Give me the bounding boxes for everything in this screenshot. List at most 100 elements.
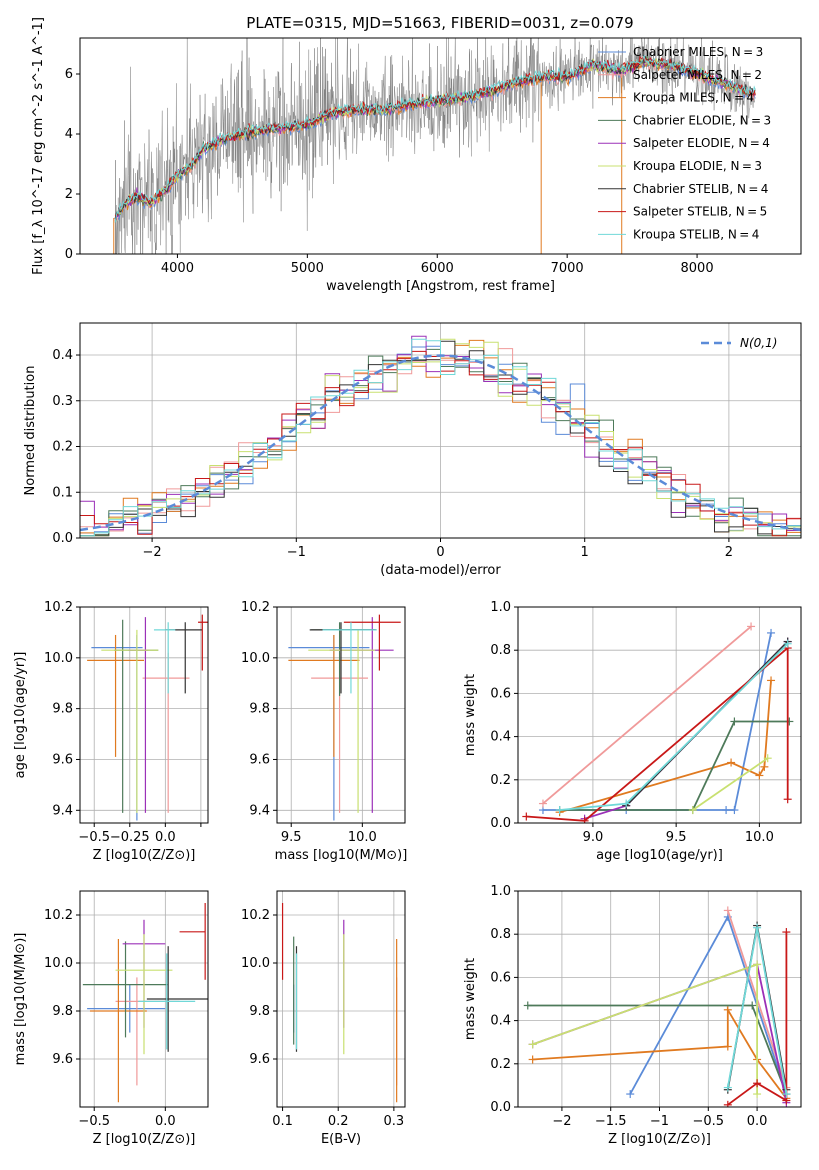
series-kroupa-miles — [555, 676, 776, 817]
x-axis-label: E(B-V) — [321, 1132, 361, 1147]
series-salpeter-stelib — [522, 644, 792, 823]
cumulative-line — [532, 963, 758, 1094]
cumulative-line — [542, 625, 752, 805]
y-tick-label: 10.0 — [44, 956, 73, 971]
axes-spectrum: 4000 5000 6000 7000 8000 0 2 4 6 wavelength [Angs… — [31, 17, 802, 294]
series-salpeter-elodie — [580, 637, 792, 823]
point-kroupa-elodie — [308, 629, 376, 813]
axes-mass-vs-Z: −0.5 0.0 9.6 9.8 10.0 10.2 Z [log10(Z/Z⊙)] mass… — [13, 890, 209, 1147]
point-chabrier-elodie — [82, 941, 169, 1038]
y-tick-label: 0.1 — [52, 485, 73, 500]
point-salpeter-stelib — [179, 903, 206, 980]
series-kroupa-stelib — [555, 639, 792, 815]
legend-entry: Chabrier ELODIE, N = 3 — [633, 113, 771, 127]
point-kroupa-elodie — [115, 934, 173, 1055]
x-axis-label: age [log10(age/yr)] — [596, 848, 723, 863]
axes-frame — [79, 890, 209, 1108]
x-tick-label: 0.3 — [384, 1114, 405, 1129]
x-tick-label: 0.0 — [155, 1114, 176, 1129]
x-tick-label: 0.0 — [155, 830, 176, 845]
cumulative-line — [727, 932, 788, 1106]
axes-mass-vs-EBV: 0.1 0.2 0.3 9.6 9.8 10.0 10.2 E(B-V) — [241, 890, 406, 1147]
y-tick-label: 9.8 — [249, 1004, 270, 1019]
y-tick-label: 0.2 — [52, 440, 73, 455]
point-kroupa-miles — [87, 634, 144, 757]
axes-cumulative-mass-weight-vs-age: 9.0 9.5 10.0 0.0 0.2 0.4 0.6 0.8 1.0 age [log10(a… — [463, 600, 802, 863]
y-tick-label: 0.3 — [52, 394, 73, 409]
legend-entry: Kroupa ELODIE, N = 3 — [633, 159, 762, 173]
x-tick-label: 10.0 — [745, 830, 774, 845]
y-tick-label: 0.4 — [52, 348, 73, 363]
axes-frame — [79, 37, 802, 255]
x-tick-label: −2 — [552, 1114, 571, 1129]
cumulative-line — [526, 646, 789, 822]
y-tick-label: 10.0 — [241, 956, 270, 971]
y-tick-label: 10.2 — [44, 908, 73, 923]
y-axis-label: Flux [f_λ 10^-17 erg cm^-2 s^-1 A^-1] — [31, 17, 46, 275]
point-kroupa-miles — [288, 634, 360, 757]
x-tick-label: 10.0 — [348, 830, 377, 845]
axes-residual-histogram: −2 −1 0 1 2 0.0 0.1 0.2 0.3 0.4 (data-model)/error… — [23, 322, 802, 578]
y-tick-label: 0.2 — [490, 773, 511, 788]
axes-frame — [276, 890, 406, 1108]
point-chabrier-miles — [288, 634, 370, 821]
y-tick-label: 10.0 — [44, 651, 73, 666]
legend-entry: Salpeter ELODIE, N = 4 — [633, 136, 770, 150]
x-tick-label: −0.5 — [78, 830, 110, 845]
x-axis-label: Z [log10(Z/Z⊙)] — [93, 1132, 196, 1147]
series-kroupa-stelib — [723, 923, 791, 1099]
cumulative-line — [692, 757, 769, 811]
y-tick-label: 9.4 — [249, 803, 270, 818]
legend-entry: Chabrier MILES, N = 3 — [633, 45, 763, 59]
plot-area — [80, 335, 801, 537]
x-tick-label: 0.2 — [328, 1114, 349, 1129]
y-tick-label: 10.0 — [241, 651, 270, 666]
series-salpeter-miles — [538, 622, 756, 808]
point-salpeter-elodie — [128, 617, 149, 813]
x-tick-label: 8000 — [681, 261, 714, 276]
plot-area — [87, 614, 208, 821]
y-tick-label: 9.8 — [52, 1004, 73, 1019]
axes-frame — [517, 606, 802, 824]
y-tick-label: 6 — [65, 67, 73, 82]
y-tick-label: 10.2 — [44, 600, 73, 615]
legend-entry: Chabrier STELIB, N = 4 — [633, 182, 768, 196]
x-axis-label: mass [log10(M/M⊙)] — [275, 848, 408, 863]
x-tick-label: 5000 — [291, 261, 324, 276]
y-tick-label: 4 — [65, 127, 73, 142]
cumulative-line — [527, 1004, 788, 1095]
y-axis-label: mass weight — [463, 958, 478, 1040]
y-tick-label: 1.0 — [490, 884, 511, 899]
x-tick-label: 9.5 — [666, 830, 687, 845]
y-tick-label: 0 — [65, 247, 73, 262]
x-axis-label: Z [log10(Z/Z⊙)] — [608, 1132, 711, 1147]
x-tick-label: −1 — [650, 1114, 669, 1129]
y-axis-label: age [log10(age/yr)] — [13, 652, 28, 779]
x-axis-label: (data-model)/error — [380, 563, 501, 578]
x-tick-label: 7000 — [551, 261, 584, 276]
y-tick-label: 0.6 — [490, 970, 511, 985]
plot-area — [288, 614, 401, 821]
legend-entry: Kroupa MILES, N = 4 — [633, 91, 754, 105]
axes-frame — [79, 606, 209, 824]
x-tick-label: 9.5 — [281, 830, 302, 845]
point-kroupa-stelib — [322, 622, 377, 694]
plot-area — [113, 38, 756, 254]
legend-entry: N(0,1) — [740, 336, 777, 350]
x-tick-label: 4000 — [161, 261, 194, 276]
cumulative-line — [559, 643, 789, 811]
x-tick-label: −0.5 — [78, 1114, 110, 1129]
point-kroupa-stelib — [153, 622, 176, 694]
y-tick-label: 10.2 — [241, 600, 270, 615]
y-axis-label: Normed distribution — [23, 366, 38, 496]
y-tick-label: 0.6 — [490, 686, 511, 701]
y-tick-label: 0.2 — [490, 1057, 511, 1072]
y-tick-label: 10.2 — [241, 908, 270, 923]
x-tick-label: 0.1 — [272, 1114, 293, 1129]
x-tick-label: −1 — [287, 545, 306, 560]
y-tick-label: 9.8 — [249, 702, 270, 717]
point-kroupa-stelib — [138, 953, 196, 1050]
point-salpeter-stelib — [343, 614, 401, 671]
y-tick-label: 9.6 — [52, 1052, 73, 1067]
point-kroupa-elodie — [101, 629, 159, 813]
